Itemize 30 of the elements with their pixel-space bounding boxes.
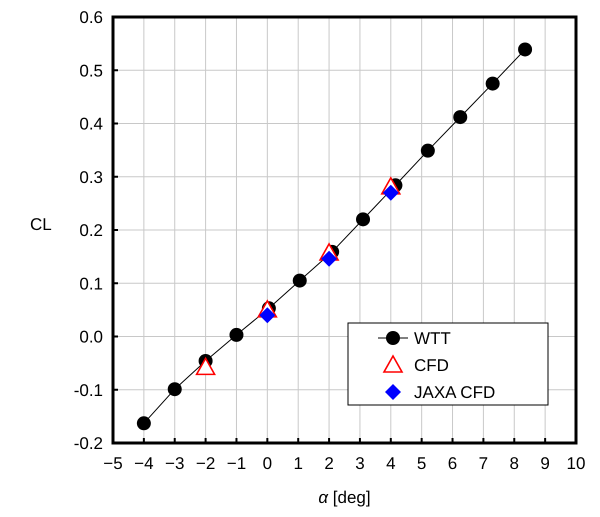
x-tick-label: 4 [386, 454, 396, 473]
y-tick-label: 0.5 [79, 61, 103, 80]
x-tick-label: 7 [478, 454, 488, 473]
x-tick-label: −1 [226, 454, 246, 473]
y-tick-label: 0.4 [79, 114, 103, 134]
y-tick-label: 0.1 [79, 274, 103, 294]
x-tick-label: 1 [293, 454, 303, 473]
x-tick-label: −4 [134, 454, 154, 473]
y-tick-label: 0.0 [79, 328, 103, 346]
y-tick-label: 0.3 [79, 168, 103, 187]
x-tick-label: −3 [165, 454, 184, 473]
legend-label: CFD [414, 356, 449, 375]
legend-label: JAXA CFD [414, 383, 496, 402]
y-tick-label: 0.2 [79, 221, 103, 240]
x-tick-label: 8 [510, 454, 519, 473]
x-tick-label: −2 [196, 454, 216, 473]
x-tick-label: 0 [262, 454, 272, 473]
y-tick-label: -0.2 [74, 434, 103, 453]
x-tick-label: 2 [324, 454, 334, 473]
x-tick-label: 6 [448, 454, 458, 473]
x-tick-label: 5 [416, 454, 426, 473]
x-axis-title: α [deg] [318, 488, 371, 507]
y-tick-label: 0.6 [79, 8, 103, 27]
y-axis-title: CL [30, 215, 52, 234]
x-tick-label: −5 [103, 454, 123, 473]
x-tick-label: 10 [566, 454, 586, 473]
x-tick-label: 9 [540, 454, 550, 473]
y-tick-label: -0.1 [74, 380, 103, 400]
legend-label: WTT [414, 329, 451, 348]
x-tick-label: 3 [355, 454, 365, 473]
